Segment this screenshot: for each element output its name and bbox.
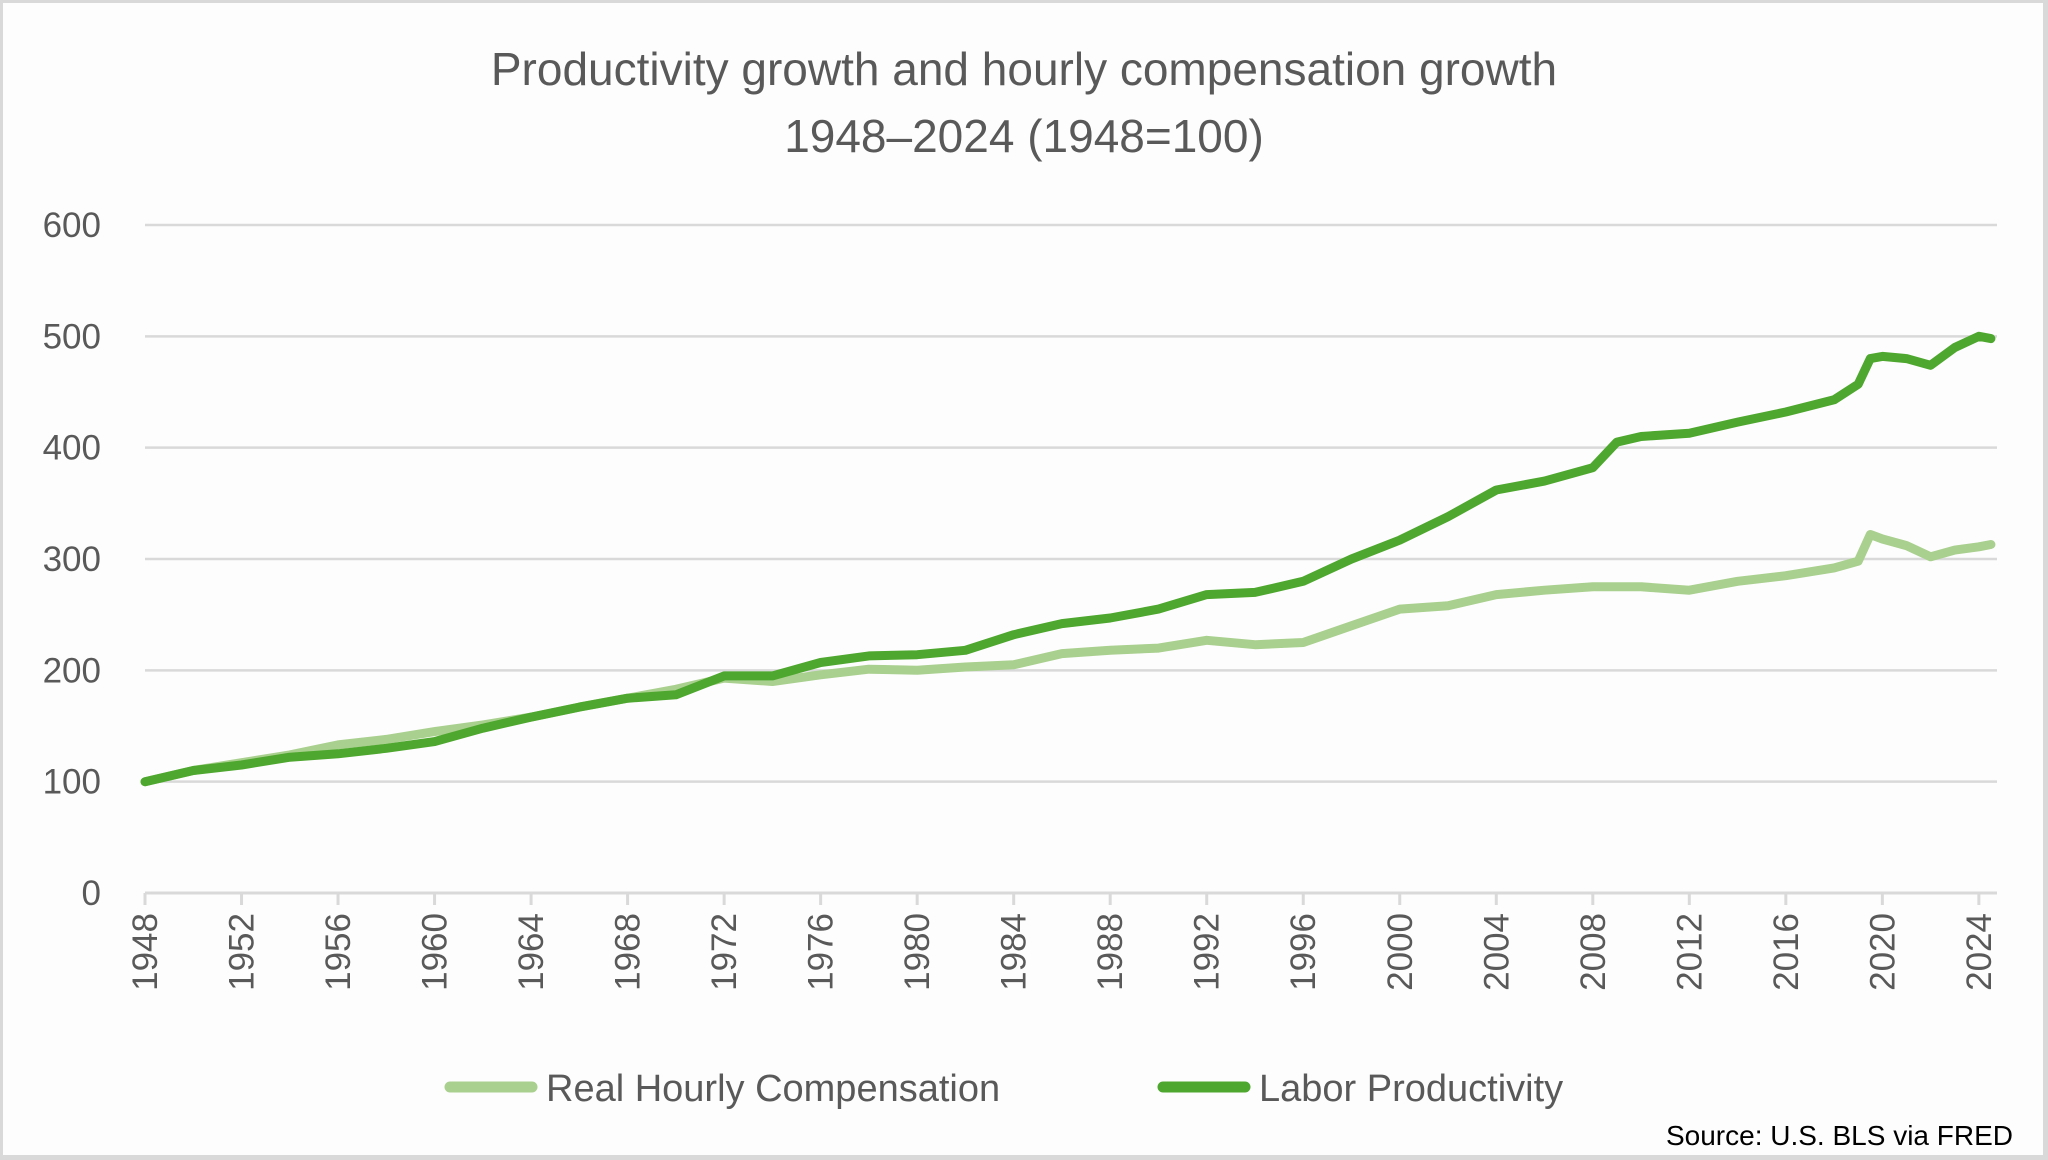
y-tick-label: 400 [43,429,101,468]
legend-label-real-hourly-compensation: Real Hourly Compensation [546,1068,1000,1110]
x-tick-label: 2008 [1574,913,1613,991]
chart-frame [3,3,2043,1155]
x-axis: 1948 1952 1956 1960 1964 1968 1972 1976 1980 1984… [126,891,1999,991]
gridlines [145,223,1997,783]
series-line-labor-productivity [140,331,1996,787]
x-tick-label: 1996 [1284,913,1323,991]
x-tick-label: 1980 [898,913,937,991]
x-tick-label: 1984 [995,913,1034,991]
y-tick-label: 600 [43,206,101,245]
y-tick-label: 0 [82,874,101,913]
y-tick-label: 100 [43,763,101,802]
x-tick-label: 1964 [512,913,551,991]
y-axis-tick-labels: 0 100 200 300 400 500 600 [43,206,101,913]
x-tick-label: 1952 [223,913,262,991]
x-tick-label: 1956 [319,913,358,991]
x-tick-label: 1972 [705,913,744,991]
y-tick-label: 300 [43,540,101,579]
x-tick-label: 2020 [1863,913,1902,991]
x-tick-label: 1992 [1188,913,1227,991]
x-tick-label: 1960 [416,913,455,991]
chart-title-line-1: Productivity growth and hourly compensat… [491,43,1557,95]
chart-title: Productivity growth and hourly compensat… [491,43,1557,162]
y-tick-label: 200 [43,651,101,690]
x-tick-label: 2004 [1477,913,1516,991]
source-note: Source: U.S. BLS via FRED [1666,1120,2013,1151]
x-tick-label: 2016 [1767,913,1806,991]
series-lines [140,331,1996,787]
x-tick-label: 2012 [1670,913,1709,991]
x-tick-label: 1976 [802,913,841,991]
legend-label-labor-productivity: Labor Productivity [1259,1068,1563,1110]
x-tick-label: 2000 [1381,913,1420,991]
chart-title-line-2: 1948–2024 (1948=100) [784,110,1264,162]
x-tick-label: 1988 [1091,913,1130,991]
x-tick-label: 1948 [126,913,165,991]
x-tick-label: 2024 [1960,913,1999,991]
legend: Real Hourly Compensation Labor Productiv… [444,1068,1563,1110]
x-tick-label: 1968 [609,913,648,991]
y-tick-label: 500 [43,317,101,356]
